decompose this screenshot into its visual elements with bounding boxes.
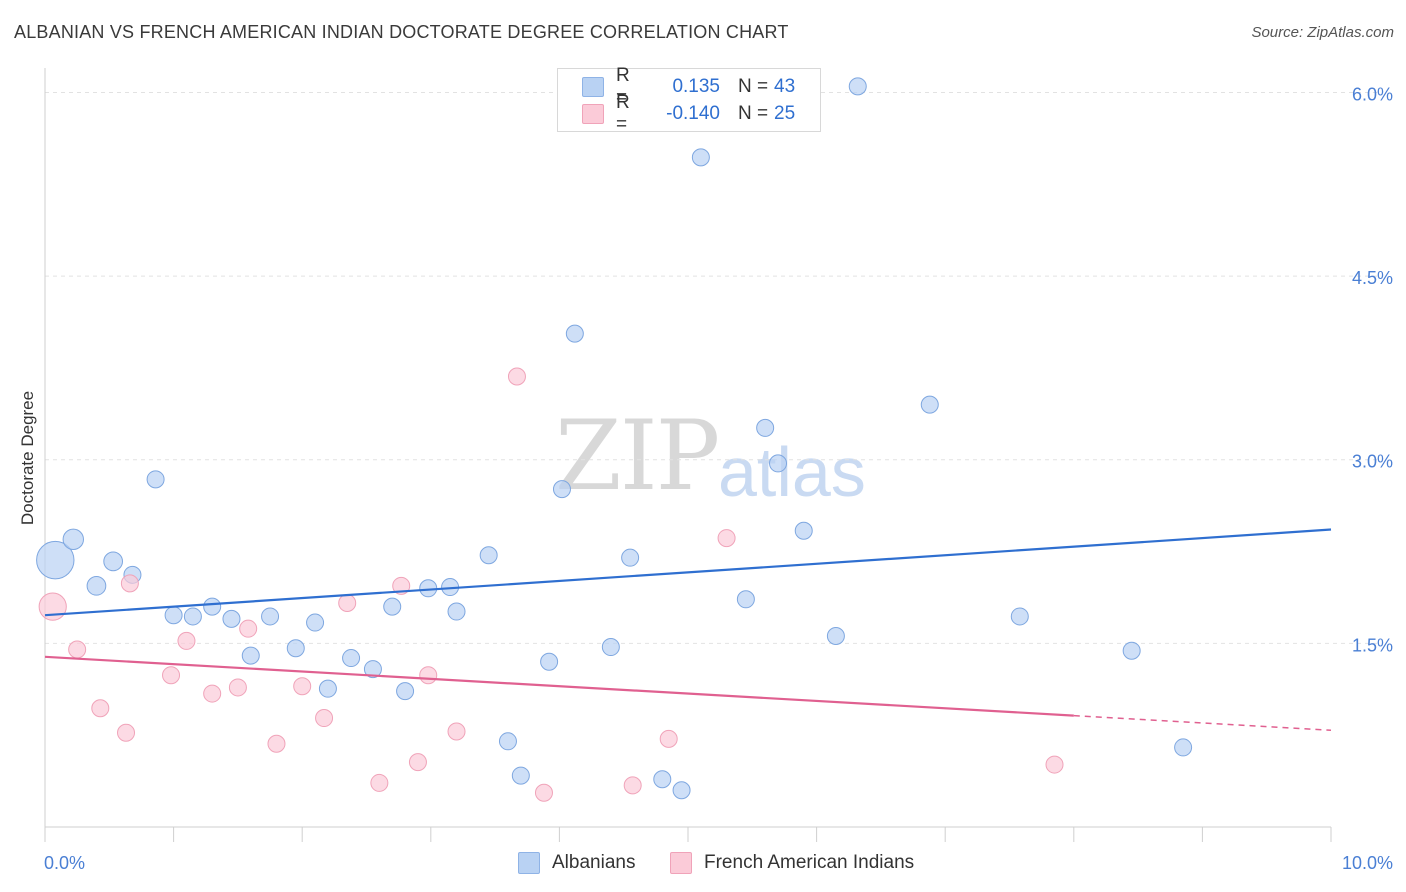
albanians-point: [103, 551, 124, 572]
bottom-legend-label-albanians: Albanians: [552, 852, 636, 873]
french-american-indians-point: [315, 709, 334, 728]
legend-row-french-american-indians: R = -0.140 N = 25: [582, 92, 796, 135]
legend-r-value: -0.140: [666, 103, 720, 124]
albanians-point: [691, 148, 710, 167]
albanians-point: [342, 649, 361, 668]
x-tick-label-min: 0.0%: [44, 853, 85, 873]
chart-title: ALBANIAN VS FRENCH AMERICAN INDIAN DOCTO…: [14, 22, 789, 42]
albanians-point: [306, 613, 325, 632]
french-american-indians-point: [659, 729, 678, 748]
albanians-point: [447, 602, 466, 621]
albanians-point: [479, 546, 498, 565]
french-american-indians-trend-line-extension: [1073, 714, 1332, 732]
albanians-point: [621, 548, 640, 567]
french-american-indians-point: [408, 753, 427, 772]
y-tick-label: 3.0%: [1352, 452, 1393, 472]
french-american-indians-point: [370, 773, 389, 792]
french-american-indians-point: [293, 677, 312, 696]
albanians-point: [756, 418, 775, 437]
french-american-indians-point: [120, 574, 139, 593]
albanians-point: [794, 521, 813, 540]
albanians-point: [396, 682, 415, 701]
french-american-indians-point: [419, 666, 438, 685]
albanians-point: [540, 652, 559, 671]
albanians-point: [769, 454, 788, 473]
albanians-point: [1122, 641, 1141, 660]
albanians-point: [511, 766, 530, 785]
albanians-point: [183, 607, 202, 626]
french-american-indians-point: [267, 734, 286, 753]
legend-r-value: 0.135: [672, 76, 720, 97]
albanians-point: [672, 781, 691, 800]
albanians-point: [498, 732, 517, 751]
legend-swatch-albanians: [582, 77, 604, 97]
legend-n-value: 25: [774, 103, 796, 124]
source-note: Source: ZipAtlas.com: [1251, 24, 1394, 41]
albanians-point: [318, 679, 337, 698]
albanians-trend-line: [44, 528, 1332, 617]
legend-r-label: R =: [616, 92, 630, 135]
french-american-indians-point: [228, 678, 247, 697]
legend-swatch-french-american-indians: [582, 104, 604, 124]
albanians-point: [86, 575, 107, 596]
french-american-indians-point: [507, 367, 526, 386]
bottom-legend-albanians: Albanians: [518, 852, 635, 874]
french-american-indians-point: [203, 684, 222, 703]
albanians-point: [222, 609, 241, 628]
french-american-indians-point: [717, 529, 736, 548]
y-tick-label: 6.0%: [1352, 84, 1393, 104]
french-american-indians-point: [392, 576, 411, 595]
y-tick-label: 4.5%: [1352, 268, 1393, 288]
french-american-indians-point: [91, 699, 110, 718]
french-american-indians-point: [38, 592, 67, 621]
bottom-legend-swatch-albanians: [518, 852, 540, 874]
french-american-indians-point: [1045, 755, 1064, 774]
legend-n-label: N =: [738, 76, 769, 97]
stats-legend: R = 0.135 N = 43 R = -0.140 N = 25: [557, 65, 821, 135]
bottom-legend-french-american-indians: French American Indians: [670, 852, 914, 874]
albanians-point: [36, 540, 75, 580]
watermark-zip: ZIP: [555, 400, 720, 512]
albanians-point: [736, 590, 755, 609]
legend-n-value: 43: [774, 76, 796, 97]
french-american-indians-point: [447, 722, 466, 741]
y-axis-title: Doctorate Degree: [18, 391, 37, 525]
albanians-point: [653, 770, 672, 789]
french-american-indians-trend-line: [44, 655, 1074, 717]
french-american-indians-point: [534, 783, 553, 802]
french-american-indians-point: [177, 631, 196, 650]
albanians-point: [601, 638, 620, 657]
bottom-legend-label-french-american-indians: French American Indians: [704, 852, 915, 873]
albanians-point: [62, 528, 84, 551]
albanians-point: [203, 597, 222, 616]
albanians-point: [146, 470, 165, 489]
albanians-point: [241, 646, 260, 665]
legend-r-label: R =: [616, 65, 630, 108]
albanians-point: [164, 606, 183, 625]
french-american-indians-point: [239, 619, 258, 638]
legend-row-albanians: R = 0.135 N = 43: [582, 65, 796, 108]
albanians-point: [383, 597, 402, 616]
french-american-indians-point: [117, 723, 136, 742]
french-american-indians-point: [623, 776, 642, 795]
legend-n-label: N =: [738, 103, 769, 124]
watermark-atlas: atlas: [718, 433, 866, 511]
albanians-point: [848, 77, 867, 96]
albanians-point: [286, 639, 305, 658]
y-tick-label: 1.5%: [1352, 635, 1393, 655]
albanians-point: [1010, 607, 1029, 626]
french-american-indians-point: [338, 593, 357, 612]
albanians-point: [1174, 738, 1193, 757]
french-american-indians-point: [162, 666, 181, 685]
albanians-point: [552, 480, 571, 499]
x-tick-label-max: 10.0%: [1342, 853, 1393, 873]
french-american-indians-point: [68, 640, 87, 659]
albanians-point: [261, 607, 280, 626]
albanians-point: [826, 627, 845, 646]
bottom-legend-swatch-french-american-indians: [670, 852, 692, 874]
albanians-point: [363, 660, 382, 679]
albanians-point: [565, 324, 584, 343]
albanians-point: [920, 395, 939, 414]
